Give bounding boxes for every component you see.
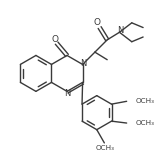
Text: OCH₃: OCH₃	[136, 98, 155, 104]
Text: OCH₃: OCH₃	[96, 145, 115, 151]
Text: OCH₃: OCH₃	[136, 120, 155, 126]
Text: N: N	[64, 89, 70, 98]
Text: O: O	[51, 35, 58, 44]
Text: O: O	[93, 18, 100, 27]
Text: N: N	[80, 59, 87, 68]
Text: N: N	[117, 26, 124, 35]
